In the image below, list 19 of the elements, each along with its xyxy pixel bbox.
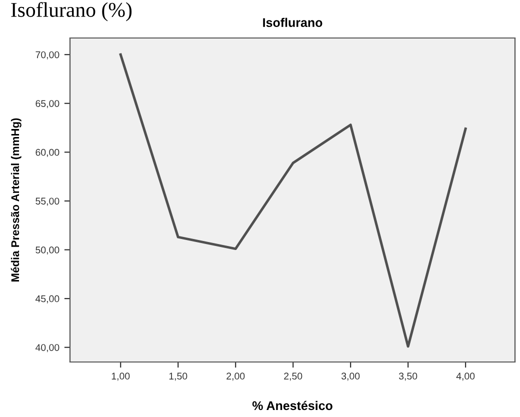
y-axis-title: Média Pressão Arterial (mmHg) — [10, 118, 22, 282]
x-tick-label: 2,00 — [226, 372, 245, 381]
y-tick-label: 60,00 — [36, 148, 60, 157]
y-tick-label: 40,00 — [35, 344, 60, 352]
line-series — [119, 53, 467, 348]
x-axis-title: % Anestésico — [252, 400, 332, 410]
x-tick-label: 3,50 — [398, 372, 418, 381]
y-tick-label: 70,00 — [36, 51, 60, 60]
x-tick-label: 4,00 — [456, 372, 475, 381]
x-tick-label: 2,50 — [284, 372, 302, 381]
x-tick-label: 1,00 — [112, 372, 130, 381]
x-tick-label: 3,00 — [341, 372, 360, 381]
y-tick-label: 45,00 — [35, 295, 60, 304]
y-tick-label: 55,00 — [36, 198, 60, 206]
y-tick-label: 50,00 — [36, 246, 60, 255]
chart-title: Isoflurano — [263, 18, 322, 28]
y-tick-label: 65,00 — [36, 100, 60, 108]
x-tick-label: 1,50 — [169, 372, 188, 381]
text: Isoflurano (%) — [11, 2, 132, 22]
